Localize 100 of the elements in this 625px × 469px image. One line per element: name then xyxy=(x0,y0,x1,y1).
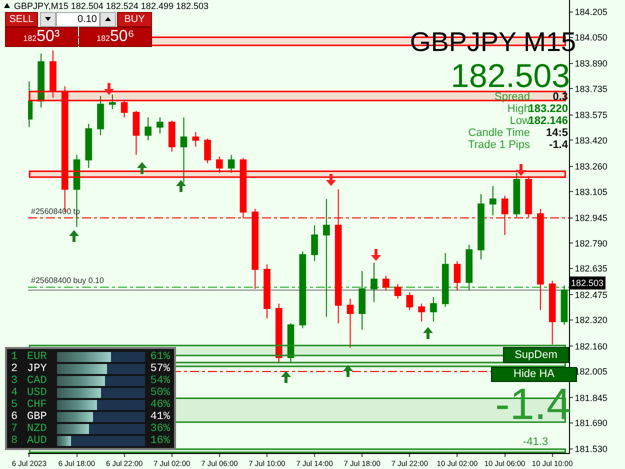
text: 7 xyxy=(11,423,18,435)
y-tick-label: 182.160 xyxy=(574,341,608,352)
candlestick xyxy=(358,270,366,330)
candlestick xyxy=(382,275,390,292)
button: Hide HA xyxy=(491,367,577,382)
text: 6 xyxy=(11,411,18,423)
y-tick-label: 181.845 xyxy=(574,392,608,403)
annotation: 54% xyxy=(150,375,170,387)
y-tick-label: 182.005 xyxy=(574,366,608,377)
candlestick xyxy=(109,94,116,110)
candlestick xyxy=(168,120,176,152)
candlestick xyxy=(311,224,318,262)
y-tick-label: 182.790 xyxy=(574,238,608,248)
annotation: 61% xyxy=(150,351,170,363)
annotation: 182.146 xyxy=(528,115,568,127)
candlestick xyxy=(478,194,484,260)
ref-line-label: 182.503 xyxy=(571,278,604,288)
annotation: Candle Time xyxy=(468,127,530,139)
y-tick-label: 182.945 xyxy=(574,212,608,223)
candlestick xyxy=(442,252,449,308)
annotation: 0.10 xyxy=(56,12,100,27)
button: SELL xyxy=(5,12,38,27)
candlestick xyxy=(418,303,425,322)
text: 3 xyxy=(11,375,18,387)
y-tick-label: 183.735 xyxy=(574,84,608,94)
text: 2 xyxy=(11,363,18,375)
candlestick xyxy=(430,296,437,322)
annotation: 36% xyxy=(150,423,170,435)
button: BUY xyxy=(117,12,152,27)
candlestick xyxy=(406,292,414,311)
y-tick-label: 184.050 xyxy=(574,32,608,42)
candlestick xyxy=(370,262,378,302)
button: 18250³ xyxy=(5,27,78,47)
candlestick xyxy=(120,100,128,118)
candlestick xyxy=(394,284,402,300)
y-tick-label: 183.420 xyxy=(574,135,608,146)
annotation: High xyxy=(507,103,530,115)
annotation: 50% xyxy=(150,387,170,399)
candlestick xyxy=(513,172,520,218)
annotation: 57% xyxy=(150,363,170,375)
y-tick-label: 182.320 xyxy=(574,315,608,326)
candlestick xyxy=(454,260,461,292)
candlestick xyxy=(275,303,282,363)
candlestick xyxy=(180,116,188,184)
annotation: 183.220 xyxy=(528,103,568,115)
y-tick-label: 182.635 xyxy=(574,264,608,274)
button: 18250⁶ xyxy=(79,27,152,47)
candlestick xyxy=(287,322,294,363)
candlestick xyxy=(50,50,56,98)
candlestick xyxy=(299,250,306,329)
annotation: JPY xyxy=(27,363,47,375)
candlestick xyxy=(192,132,200,148)
candlestick xyxy=(216,156,223,174)
annotation: GBP xyxy=(27,411,47,423)
text: 8 xyxy=(11,435,18,447)
candlestick xyxy=(323,198,330,318)
y-tick-label: 183.105 xyxy=(574,186,608,197)
annotation: 16% xyxy=(150,435,170,447)
candlestick xyxy=(346,298,354,348)
text: 4 xyxy=(11,387,18,399)
candlestick xyxy=(38,53,44,108)
candlestick xyxy=(489,185,496,216)
candlestick xyxy=(466,244,473,292)
candlestick xyxy=(264,264,270,319)
candlestick xyxy=(132,110,140,156)
candlestick xyxy=(204,138,211,164)
annotation: 46% xyxy=(150,399,170,411)
annotation: AUD xyxy=(27,435,47,447)
annotation: EUR xyxy=(27,351,47,363)
annotation: 41% xyxy=(150,411,170,423)
y-tick-label: 181.530 xyxy=(574,444,608,454)
button: SupDem xyxy=(503,347,569,363)
annotation: -41.3 xyxy=(523,436,548,448)
y-tick-label: 183.260 xyxy=(574,162,608,172)
candlestick xyxy=(548,280,556,345)
candlestick xyxy=(560,285,568,326)
annotation: -1.4 xyxy=(549,139,568,151)
text: 5 xyxy=(11,399,18,411)
ref-line-label: #25608400 buy 0.10 xyxy=(31,276,105,285)
annotation: Trade 1 Pips xyxy=(468,139,530,151)
chart-title: GBPJPY,M15 182.504 182.524 182.499 182.503 xyxy=(14,1,208,11)
y-tick-label: 183.890 xyxy=(574,58,608,69)
text: 1 xyxy=(11,351,18,363)
y-tick-label: 181.690 xyxy=(574,418,608,428)
candlestick xyxy=(85,123,92,168)
y-tick-label: 182.475 xyxy=(574,290,608,300)
candlestick xyxy=(144,116,152,141)
annotation: 18250³ xyxy=(23,28,60,45)
annotation: CHF xyxy=(27,399,47,411)
annotation: 18250⁶ xyxy=(96,28,134,45)
annotation: Low xyxy=(510,115,530,127)
annotation: 14:5 xyxy=(546,127,568,139)
candlestick xyxy=(73,154,80,228)
candlestick xyxy=(228,154,235,174)
y-tick-label: 184.205 xyxy=(574,7,608,18)
annotation: CAD xyxy=(27,375,47,387)
candlestick xyxy=(156,116,164,134)
candlestick xyxy=(97,96,104,136)
y-tick-label: 183.575 xyxy=(574,110,608,120)
annotation: USD xyxy=(27,387,47,399)
